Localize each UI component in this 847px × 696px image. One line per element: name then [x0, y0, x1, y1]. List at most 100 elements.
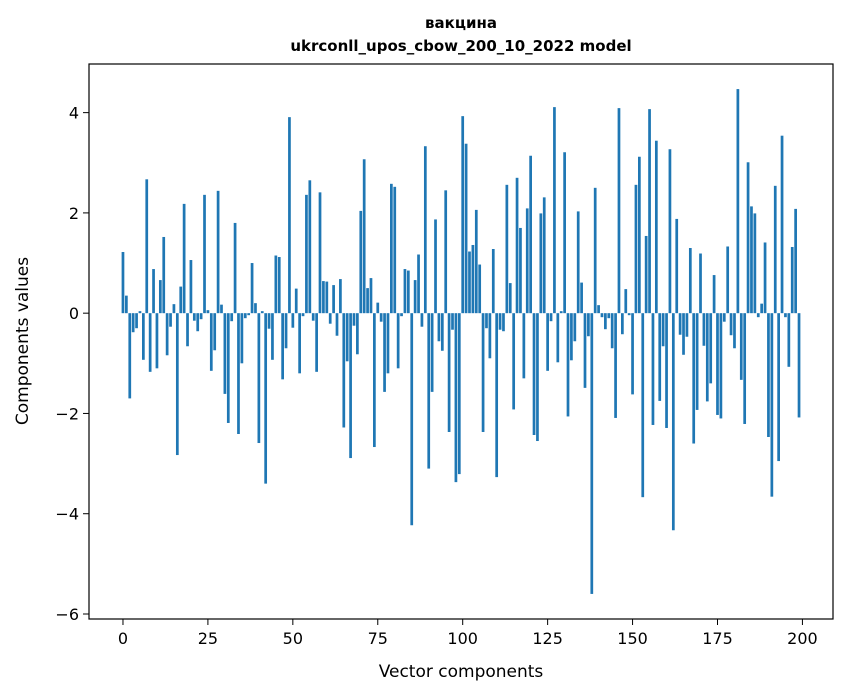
- bar-52: [298, 313, 301, 374]
- bar-40: [257, 313, 261, 444]
- bar-109: [491, 249, 495, 314]
- bar-108: [488, 313, 492, 359]
- bar-0: [121, 252, 125, 314]
- bar-127: [553, 107, 556, 314]
- bar-160: [665, 313, 668, 428]
- bar-131: [566, 313, 570, 417]
- bar-98: [454, 313, 458, 483]
- bar-67: [349, 313, 352, 459]
- x-tick-label-8: 200: [787, 629, 818, 648]
- bar-7: [145, 179, 149, 314]
- bar-168: [692, 313, 696, 444]
- bar-72: [366, 288, 369, 314]
- bar-123: [539, 213, 543, 314]
- bar-53: [301, 313, 305, 317]
- bar-149: [627, 313, 631, 316]
- bar-143: [607, 313, 611, 319]
- bar-192: [773, 185, 777, 314]
- y-axis-ticks: −6 −4 −2 0 2 4: [55, 104, 89, 624]
- bar-20: [189, 260, 193, 314]
- bar-103: [471, 244, 475, 314]
- bar-185: [750, 206, 753, 314]
- x-tick-label-6: 150: [617, 629, 648, 648]
- y-tick-label-2: −2: [55, 404, 79, 423]
- bar-13: [165, 313, 169, 356]
- bar-37: [247, 313, 251, 316]
- bar-14: [169, 313, 172, 327]
- bar-92: [434, 219, 437, 314]
- bar-111: [498, 313, 502, 330]
- bar-42: [264, 313, 268, 484]
- bar-77: [383, 313, 386, 392]
- bar-55: [308, 180, 312, 314]
- x-tick-label-7: 175: [702, 629, 733, 648]
- bar-179: [729, 313, 733, 336]
- bar-156: [651, 313, 655, 425]
- chart-subtitle: ukrconll_upos_cbow_200_10_2022 model: [290, 37, 631, 55]
- bar-51: [294, 288, 298, 314]
- bar-172: [705, 313, 709, 402]
- bar-144: [610, 313, 614, 349]
- bar-56: [311, 313, 315, 321]
- bar-198: [794, 208, 797, 314]
- bar-184: [746, 162, 750, 314]
- bar-88: [420, 313, 424, 327]
- bar-89: [423, 146, 427, 314]
- bar-45: [274, 255, 278, 314]
- bar-84: [406, 270, 410, 314]
- bar-6: [142, 313, 145, 360]
- bar-182: [739, 313, 743, 380]
- bar-135: [580, 282, 583, 314]
- bar-86: [413, 280, 417, 314]
- x-axis-label: Vector components: [379, 662, 544, 682]
- bar-22: [196, 313, 200, 332]
- bar-2: [128, 313, 132, 399]
- bar-12: [162, 236, 166, 314]
- bar-90: [427, 313, 431, 469]
- bar-113: [505, 184, 509, 314]
- bar-142: [604, 313, 607, 330]
- bar-128: [556, 313, 560, 363]
- bar-138: [590, 313, 594, 594]
- bar-164: [678, 313, 682, 335]
- bar-196: [787, 313, 791, 367]
- bar-21: [192, 313, 196, 321]
- bar-176: [719, 313, 723, 419]
- bar-19: [186, 313, 189, 347]
- bar-75: [376, 302, 380, 314]
- y-tick-label-5: 4: [69, 104, 79, 123]
- bar-104: [474, 209, 478, 314]
- bar-129: [559, 311, 563, 314]
- bar-178: [726, 246, 730, 314]
- bar-41: [260, 311, 264, 314]
- y-tick-label-1: −4: [55, 505, 79, 524]
- bar-130: [563, 152, 566, 314]
- bar-152: [638, 156, 641, 314]
- bar-33: [233, 222, 237, 314]
- bar-29: [220, 304, 223, 314]
- bar-169: [695, 313, 699, 410]
- bar-124: [542, 197, 546, 314]
- bar-93: [437, 313, 441, 342]
- bar-94: [440, 313, 444, 351]
- x-tick-label-0: 0: [118, 629, 128, 648]
- bar-5: [138, 311, 142, 314]
- bar-106: [481, 313, 485, 432]
- bar-91: [430, 313, 434, 392]
- bar-95: [444, 190, 448, 314]
- x-tick-label-2: 50: [283, 629, 303, 648]
- bar-39: [254, 303, 257, 314]
- bar-122: [536, 313, 539, 442]
- bar-186: [753, 213, 757, 314]
- bar-173: [709, 313, 713, 384]
- bar-194: [780, 135, 784, 314]
- bar-145: [614, 313, 617, 418]
- y-tick-label-3: 0: [69, 304, 79, 323]
- bar-70: [359, 210, 363, 314]
- bar-175: [716, 313, 719, 415]
- bar-28: [216, 190, 220, 314]
- x-axis-ticks: 0 25 50 75 100 125 150 175 200: [118, 619, 818, 648]
- bar-101: [464, 143, 468, 314]
- bar-153: [641, 313, 645, 498]
- bar-114: [508, 283, 512, 314]
